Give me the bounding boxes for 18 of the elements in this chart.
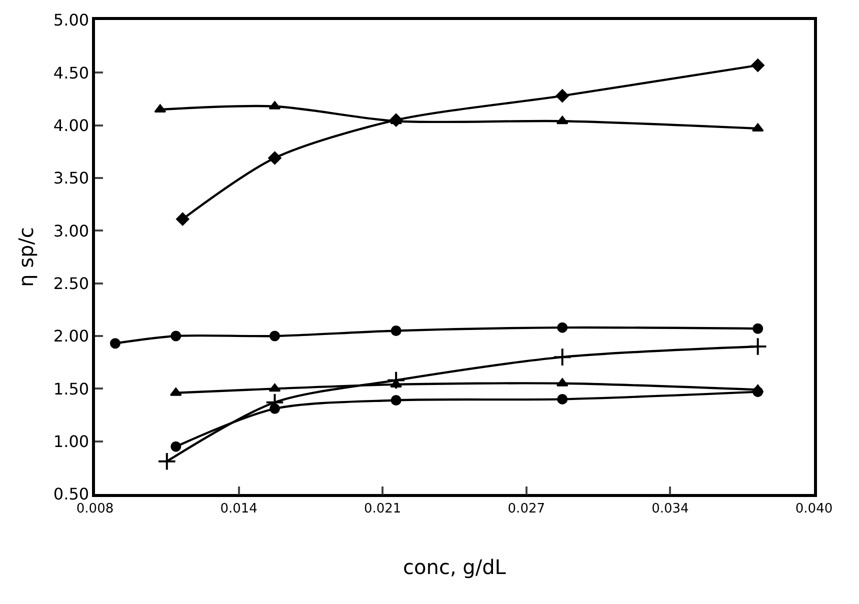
y-tick-label: 4.00 — [53, 116, 90, 135]
y-tick-label: 1.50 — [53, 379, 90, 398]
y-axis-title: η sp/c — [14, 227, 38, 287]
x-tick-label: 0.027 — [508, 501, 546, 516]
y-tick-label: 4.50 — [53, 63, 90, 82]
x-tick-label: 0.008 — [76, 501, 114, 516]
y-tick-label: 1.00 — [53, 432, 90, 451]
x-tick-label: 0.021 — [364, 501, 402, 516]
y-tick-label: 5.00 — [53, 10, 90, 30]
y-tick-label: 2.50 — [53, 274, 90, 293]
y-tick-label: 3.50 — [53, 168, 90, 188]
y-tick-label: 2.00 — [53, 326, 90, 346]
x-tick-label: 0.014 — [220, 501, 258, 516]
x-axis-title: conc, g/dL — [403, 554, 507, 579]
y-tick-label: 0.50 — [53, 484, 90, 504]
x-tick-label: 0.034 — [652, 501, 689, 516]
y-tick-label: 3.00 — [53, 221, 90, 240]
x-tick-label: 0.040 — [795, 501, 833, 516]
